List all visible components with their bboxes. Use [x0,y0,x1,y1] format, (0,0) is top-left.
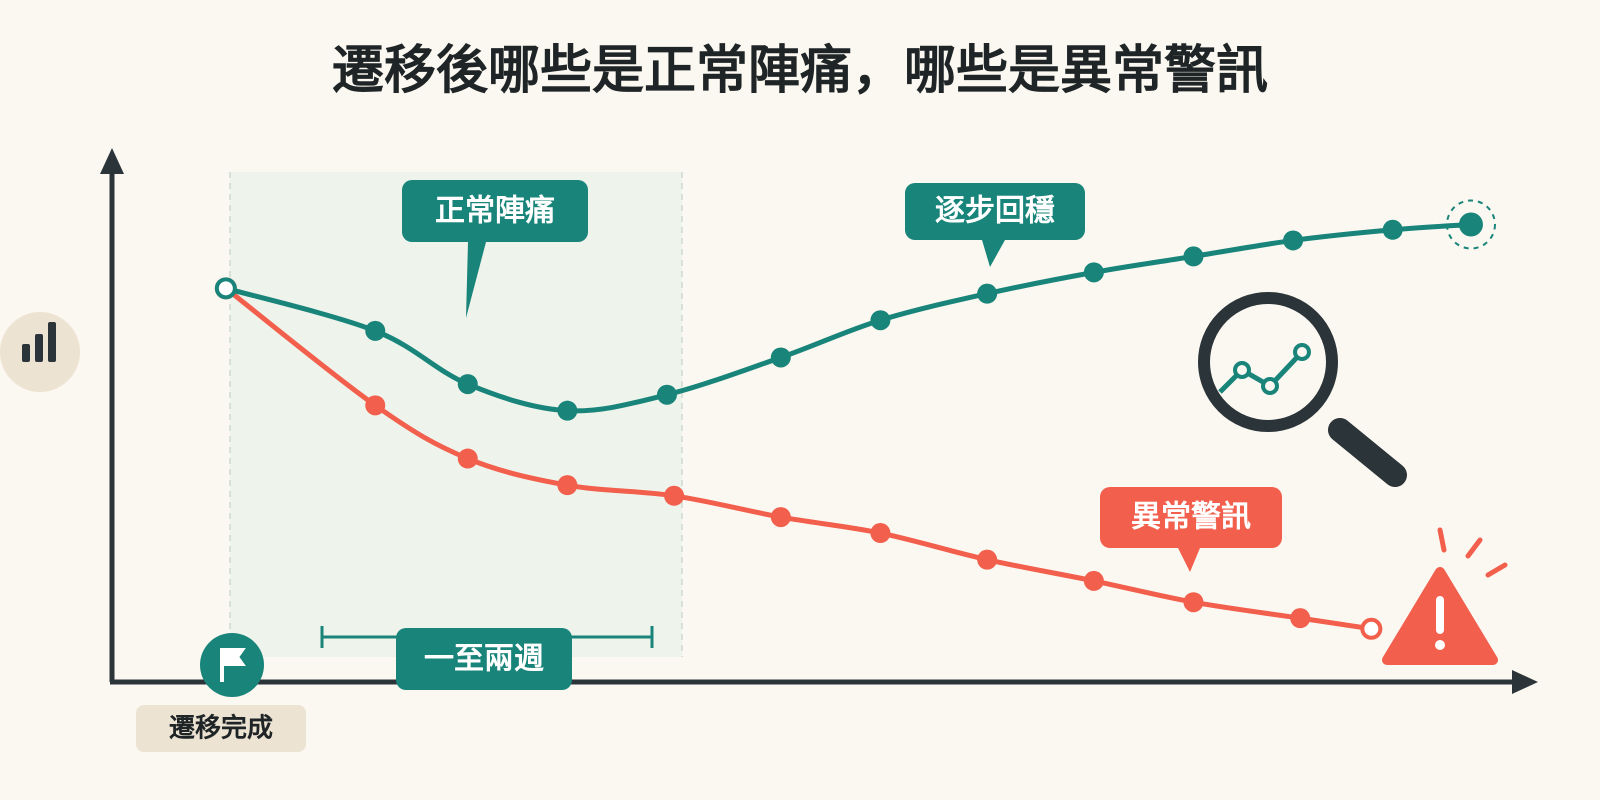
data-point [1382,219,1403,240]
callout [402,180,588,318]
data-point [656,384,677,405]
chart-icon [35,334,43,362]
y-axis-arrow [100,148,124,174]
data-point [977,283,998,304]
data-point [557,400,578,421]
data-point [870,523,891,544]
warning-icon [1382,527,1508,665]
data-point [214,277,237,300]
data-point [1183,246,1204,267]
callout-label: 逐步回穩 [935,194,1055,229]
end-ring [1445,199,1496,250]
data-point [870,310,891,331]
callout [1100,487,1282,572]
data-point [770,507,791,528]
magnifier-icon [1198,292,1407,487]
data-point [1083,570,1104,591]
data-point [1283,230,1304,251]
period-box [396,628,572,690]
callout [905,183,1085,267]
data-point [1360,617,1383,640]
data-point [365,320,386,341]
data-point [977,549,998,570]
milestone-label: 遷移完成 [169,713,273,744]
data-point [1290,608,1311,629]
data-point [1083,262,1104,283]
callout-label: 正常陣痛 [435,194,555,229]
data-point [1183,592,1204,613]
data-point [457,374,478,395]
data-point [557,475,578,496]
x-axis-arrow [1512,670,1538,694]
data-point [770,347,791,368]
period-shade [230,172,682,657]
data-point [365,395,386,416]
flag-icon [220,648,246,682]
data-point [664,485,685,506]
chart-icon [48,322,56,362]
data-point [457,448,478,469]
callout-label: 異常警訊 [1131,500,1251,535]
period-label: 一至兩週 [424,642,544,677]
milestone-box [136,705,306,752]
data-point [1458,212,1483,237]
chart-icon [22,344,30,362]
chart-title: 遷移後哪些是正常陣痛，哪些是異常警訊 [332,41,1268,101]
